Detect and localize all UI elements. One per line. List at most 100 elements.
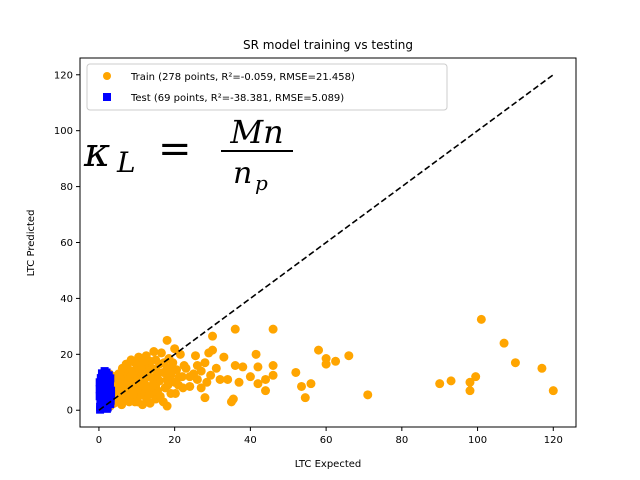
train-point <box>129 386 139 396</box>
train-point <box>238 362 248 372</box>
legend-box <box>86 63 448 111</box>
train-point <box>190 351 200 361</box>
legend-test-marker <box>103 93 111 101</box>
train-point <box>510 358 520 368</box>
test-point <box>97 378 106 387</box>
train-point <box>167 366 177 376</box>
x-tick-label: 20 <box>168 435 181 446</box>
train-point <box>537 363 547 373</box>
train-point <box>261 374 271 384</box>
train-point <box>321 359 331 369</box>
train-point <box>170 388 180 398</box>
train-point <box>251 349 261 359</box>
train-point <box>185 381 195 391</box>
train-point <box>121 359 131 369</box>
train-point <box>192 361 202 370</box>
train-point <box>215 374 225 384</box>
train-point <box>204 348 214 358</box>
formula-denominator: n <box>233 156 252 191</box>
train-point <box>268 370 278 380</box>
train-point <box>306 379 316 389</box>
train-point <box>226 397 236 407</box>
train-point <box>291 367 301 377</box>
train-point <box>202 377 212 387</box>
test-point <box>102 397 111 406</box>
test-point <box>96 374 105 383</box>
train-point <box>200 358 210 368</box>
test-point <box>101 392 110 401</box>
train-point <box>151 366 161 376</box>
train-point <box>174 372 184 382</box>
x-axis-label: LTC Expected <box>295 459 362 470</box>
train-point <box>499 338 509 348</box>
train-point <box>296 381 306 391</box>
legend: Train (278 points, R²=-0.059, RMSE=21.45… <box>86 63 448 111</box>
train-point <box>230 361 240 370</box>
formula-denominator-subscript: p <box>255 171 268 195</box>
legend-train-label: Train (278 points, R²=-0.059, RMSE=21.45… <box>130 72 355 83</box>
train-point <box>144 390 154 400</box>
chart-title: SR model training vs testing <box>243 38 413 52</box>
legend-train-marker <box>103 72 111 80</box>
train-point <box>234 377 244 387</box>
x-tick-label: 60 <box>320 435 333 446</box>
train-point <box>162 335 172 345</box>
train-point <box>200 393 210 403</box>
x-tick-label: 100 <box>468 435 487 446</box>
axis-ticks: 0 20 40 60 80 100 120 0 20 40 60 80 100 120 <box>54 70 563 446</box>
train-point <box>261 386 271 396</box>
formula-kappa-subscript: L <box>116 146 136 179</box>
y-tick-label: 0 <box>67 406 73 417</box>
train-point <box>141 351 151 361</box>
train-point <box>435 379 445 389</box>
train-point <box>206 370 216 380</box>
train-point <box>245 372 255 382</box>
train-point <box>140 380 150 390</box>
y-tick-label: 100 <box>54 126 73 137</box>
train-point <box>149 347 159 357</box>
train-point <box>136 363 146 373</box>
x-tick-label: 120 <box>544 435 563 446</box>
y-tick-label: 40 <box>60 294 73 305</box>
y-tick-label: 80 <box>60 182 73 193</box>
train-point <box>208 331 218 341</box>
train-point <box>363 390 373 400</box>
train-point <box>163 380 173 390</box>
train-point <box>230 324 240 334</box>
train-point <box>148 380 158 390</box>
train-point <box>344 351 354 361</box>
train-point <box>178 383 188 393</box>
train-point <box>253 379 263 389</box>
plot-marks <box>95 74 558 414</box>
train-point <box>465 386 475 396</box>
train-point <box>170 344 180 354</box>
x-tick-label: 80 <box>395 435 408 446</box>
x-tick-label: 40 <box>244 435 257 446</box>
formula-annotation: κ L = Mn n p <box>83 113 293 195</box>
train-point <box>185 372 195 382</box>
train-point <box>196 383 206 393</box>
y-tick-label: 60 <box>60 238 73 249</box>
train-point <box>331 356 341 366</box>
train-point <box>268 324 278 334</box>
train-point <box>223 374 233 384</box>
train-point <box>181 363 191 373</box>
legend-test-label: Test (69 points, R²=-38.381, RMSE=5.089) <box>130 93 344 104</box>
test-point <box>107 386 116 395</box>
train-point <box>219 352 229 362</box>
plot-area <box>95 74 558 414</box>
train-point <box>175 349 185 359</box>
test-point <box>95 392 104 401</box>
formula-numerator: Mn <box>229 113 283 151</box>
train-point <box>548 386 558 396</box>
train-point <box>156 348 166 358</box>
train-point <box>471 372 481 382</box>
test-point <box>103 403 112 412</box>
train-point <box>253 362 263 372</box>
train-point <box>314 345 324 355</box>
y-tick-label: 120 <box>54 70 73 81</box>
train-point <box>446 376 456 386</box>
x-tick-label: 0 <box>96 435 102 446</box>
y-axis-label: LTC Predicted <box>26 210 37 277</box>
